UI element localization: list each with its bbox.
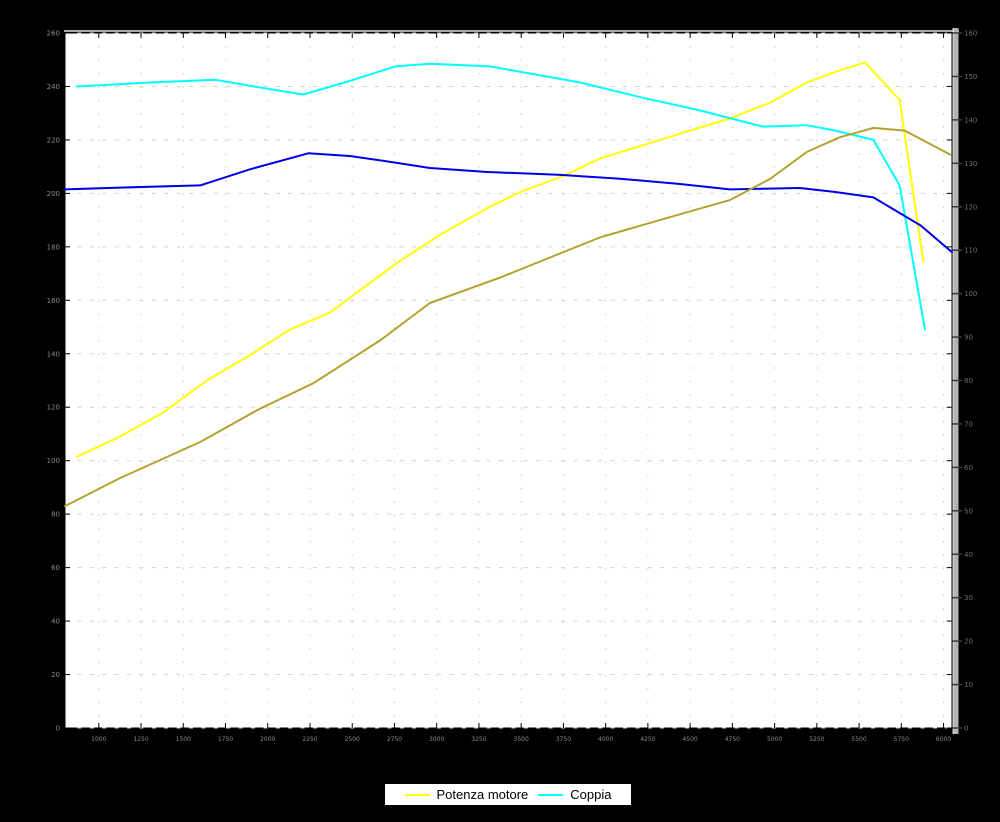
svg-text:2000: 2000 (260, 736, 275, 743)
legend-label-potenza-motore: Potenza motore (436, 787, 529, 802)
svg-text:0: 0 (964, 725, 968, 733)
svg-text:260: 260 (47, 30, 60, 38)
svg-text:50: 50 (964, 507, 973, 515)
svg-text:3750: 3750 (556, 736, 571, 743)
svg-text:2250: 2250 (302, 736, 317, 743)
axis-tick-labels: 1000 1250 1500 1750 2000 2250 2500 2750 3000 3250… (47, 30, 952, 744)
line-coppia (75, 62, 926, 331)
legend-label-coppia: Coppia (570, 787, 612, 802)
svg-text:150: 150 (964, 73, 977, 81)
svg-text:100: 100 (964, 290, 977, 298)
svg-text:4750: 4750 (725, 736, 740, 743)
svg-text:3250: 3250 (471, 736, 486, 743)
svg-text:0: 0 (56, 725, 60, 733)
line-potenza-motore (75, 61, 925, 458)
svg-text:70: 70 (964, 420, 973, 428)
svg-text:120: 120 (47, 404, 60, 412)
svg-text:90: 90 (964, 334, 973, 342)
legend-line-sample-yellow (404, 793, 430, 796)
svg-text:2750: 2750 (387, 736, 402, 743)
legend: Potenza motore Coppia (384, 783, 632, 806)
svg-text:1750: 1750 (218, 736, 233, 743)
line-series-blue (64, 152, 953, 254)
svg-text:4250: 4250 (640, 736, 655, 743)
svg-text:2500: 2500 (345, 736, 360, 743)
plot-area (64, 32, 953, 729)
svg-text:5250: 5250 (809, 736, 824, 743)
svg-text:220: 220 (47, 136, 60, 144)
svg-text:1250: 1250 (133, 736, 148, 743)
svg-text:30: 30 (964, 594, 973, 602)
svg-text:6000: 6000 (936, 736, 951, 743)
svg-text:140: 140 (964, 116, 977, 124)
svg-text:1000: 1000 (91, 736, 106, 743)
svg-text:140: 140 (47, 350, 60, 358)
svg-text:3000: 3000 (429, 736, 444, 743)
svg-text:5000: 5000 (767, 736, 782, 743)
svg-text:80: 80 (964, 377, 973, 385)
legend-item-coppia: Coppia (538, 787, 611, 802)
svg-text:120: 120 (964, 203, 977, 211)
svg-text:5500: 5500 (851, 736, 866, 743)
svg-text:40: 40 (51, 618, 60, 626)
svg-text:80: 80 (51, 511, 60, 519)
svg-text:5750: 5750 (894, 736, 909, 743)
legend-line-sample-cyan (538, 793, 564, 796)
svg-text:160: 160 (47, 297, 60, 305)
secondary-right-axis: 0 10 20 30 40 50 60 70 80 90 100 110 120 130 140 150 160 (952, 28, 977, 734)
svg-text:240: 240 (47, 83, 60, 91)
svg-text:3500: 3500 (514, 736, 529, 743)
data-series-lines (64, 61, 953, 508)
svg-text:180: 180 (47, 243, 60, 251)
svg-text:160: 160 (964, 30, 977, 38)
svg-text:20: 20 (964, 638, 973, 646)
line-series-dark-yellow (64, 126, 952, 508)
svg-text:10: 10 (964, 681, 973, 689)
svg-text:1500: 1500 (176, 736, 191, 743)
legend-item-potenza-motore: Potenza motore (404, 787, 529, 802)
axis-ticks (65, 32, 952, 729)
svg-text:20: 20 (51, 671, 60, 679)
svg-text:4500: 4500 (682, 736, 697, 743)
svg-text:60: 60 (964, 464, 973, 472)
svg-text:40: 40 (964, 551, 973, 559)
svg-text:200: 200 (47, 190, 60, 198)
svg-text:4000: 4000 (598, 736, 613, 743)
svg-text:110: 110 (964, 247, 977, 255)
svg-text:100: 100 (47, 457, 60, 465)
svg-text:130: 130 (964, 160, 977, 168)
svg-text:60: 60 (51, 564, 60, 572)
